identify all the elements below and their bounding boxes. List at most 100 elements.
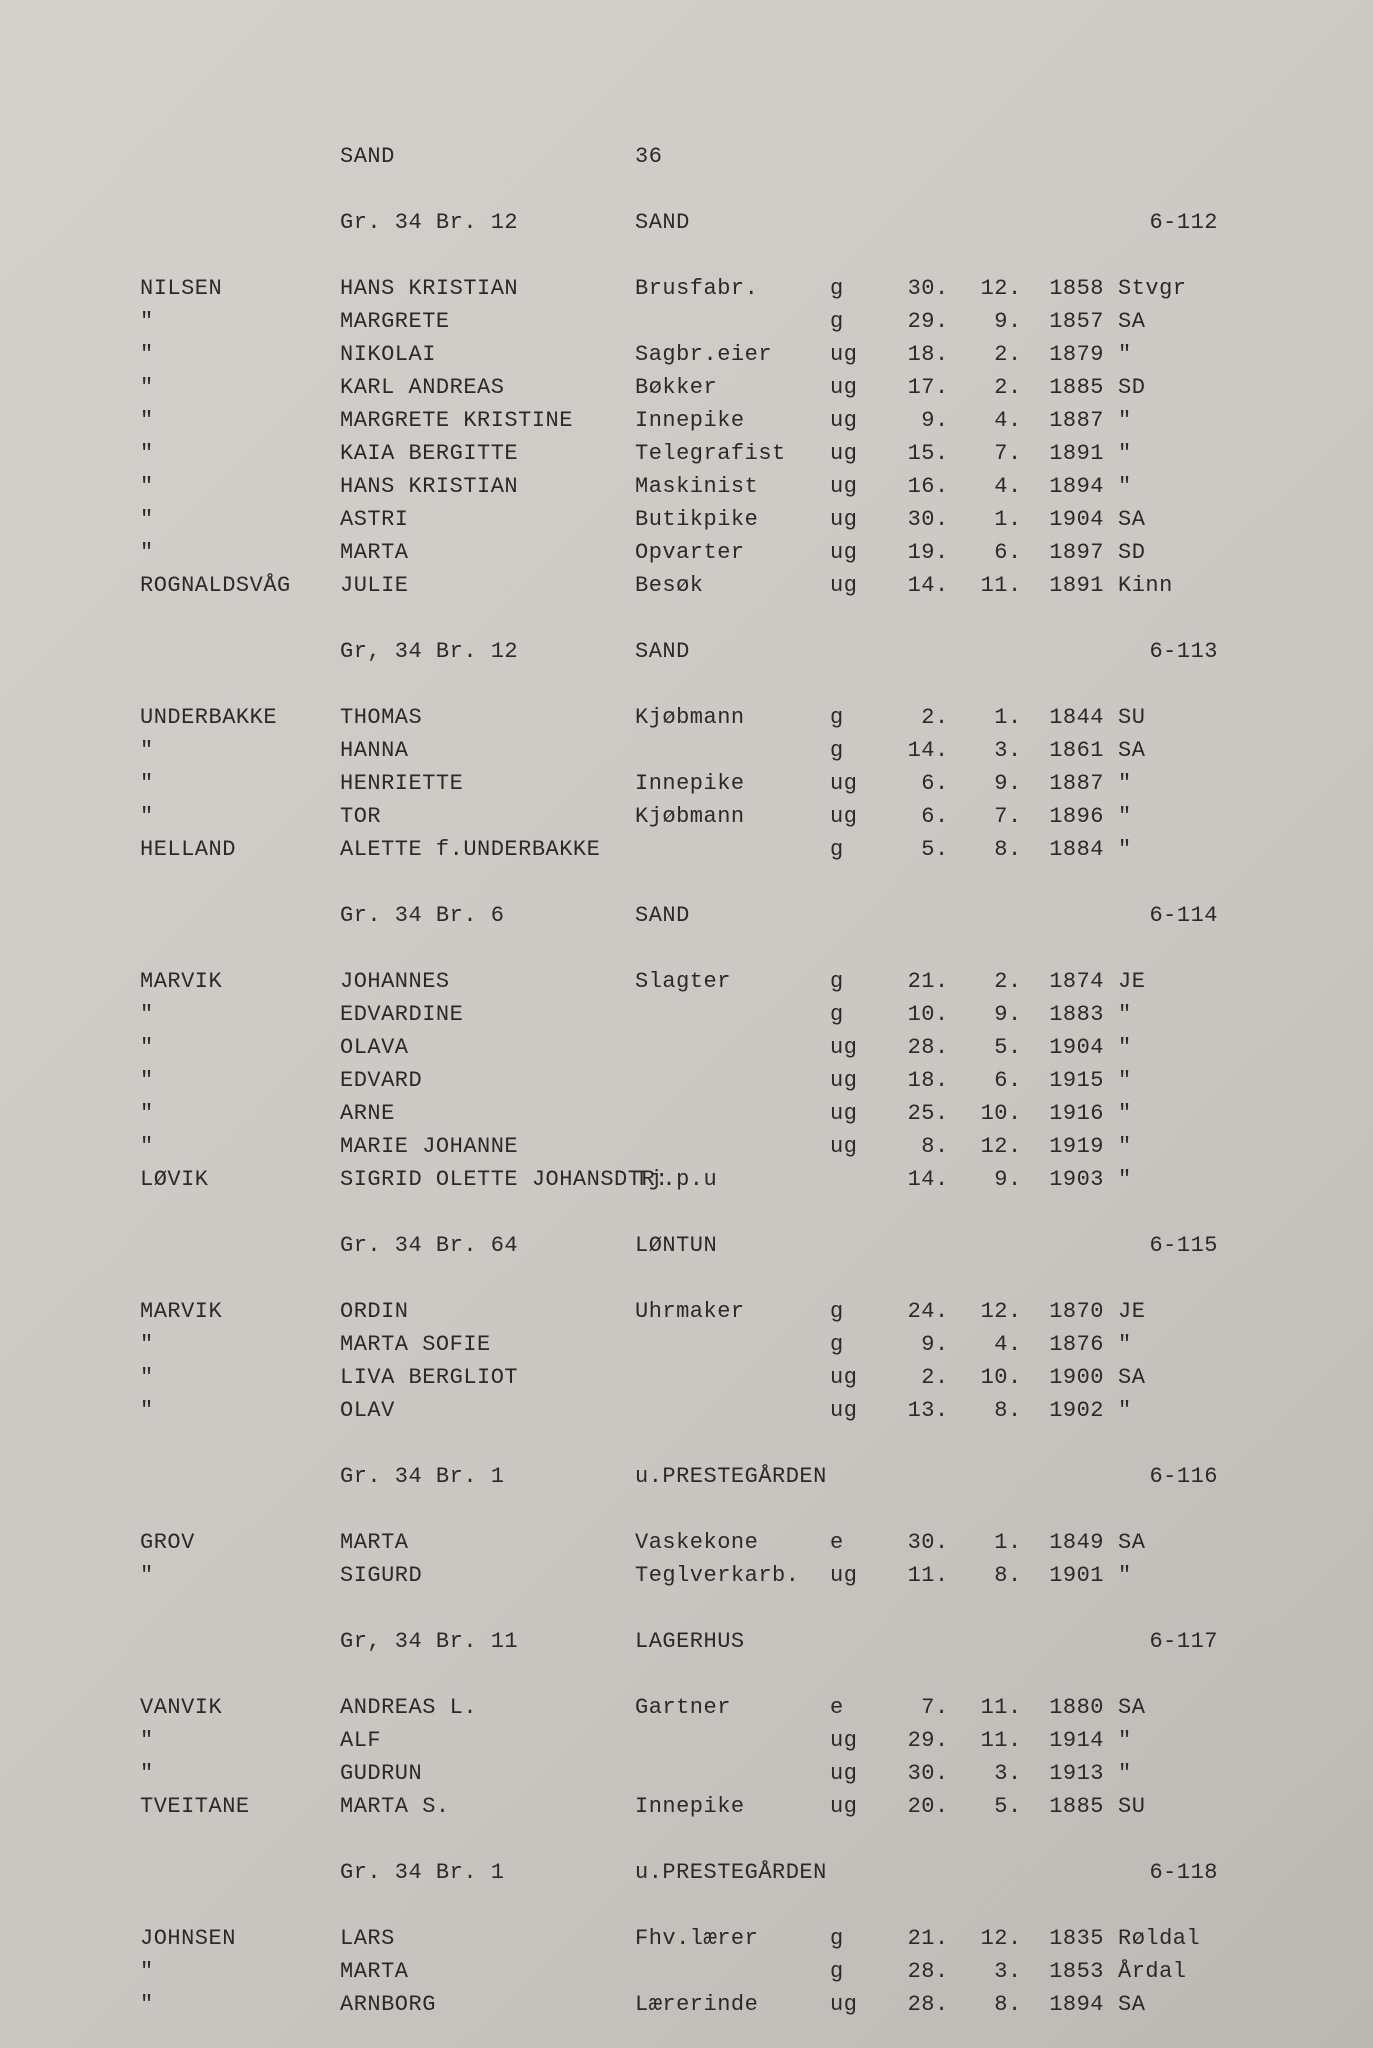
year: 1885	[1026, 1790, 1104, 1823]
dot: .	[935, 1724, 953, 1757]
place: JE	[1104, 1295, 1228, 1328]
table-row: LØVIKSIGRID OLETTE JOHANSDTR:Tj.p.u14.9.…	[140, 1163, 1283, 1196]
given-name: NIKOLAI	[340, 338, 635, 371]
day: 29	[880, 1724, 935, 1757]
given-name: LIVA BERGLIOT	[340, 1361, 635, 1394]
header-ref: 6-115	[830, 1229, 1238, 1262]
place: "	[1104, 1064, 1228, 1097]
marital-status: g	[830, 1955, 880, 1988]
occupation: Butikpike	[635, 503, 830, 536]
marital-status: ug	[830, 1097, 880, 1130]
dot: .	[1008, 503, 1026, 536]
table-row: "KARL ANDREASBøkkerug17.2.1885SD	[140, 371, 1283, 404]
dot: .	[935, 767, 953, 800]
occupation	[635, 1955, 830, 1988]
year: 1894	[1026, 1988, 1104, 2021]
day: 25	[880, 1097, 935, 1130]
year: 1887	[1026, 767, 1104, 800]
blank	[140, 899, 340, 932]
table-row: "NIKOLAISagbr.eierug18.2.1879"	[140, 338, 1283, 371]
month: 1	[953, 1526, 1008, 1559]
dot: .	[935, 371, 953, 404]
table-row: "MARTA SOFIEg9.4.1876"	[140, 1328, 1283, 1361]
day: 28	[880, 1031, 935, 1064]
occupation: Bøkker	[635, 371, 830, 404]
surname: "	[140, 998, 340, 1031]
place: SD	[1104, 371, 1228, 404]
table-row: "MARGRETE KRISTINEInnepikeug9.4.1887"	[140, 404, 1283, 437]
dot: .	[1008, 536, 1026, 569]
header-location: SAND	[635, 635, 830, 668]
surname: HELLAND	[140, 833, 340, 866]
year: 1915	[1026, 1064, 1104, 1097]
marital-status: ug	[830, 1031, 880, 1064]
surname: "	[140, 371, 340, 404]
table-row: "EDVARDug18.6.1915"	[140, 1064, 1283, 1097]
year: 1853	[1026, 1955, 1104, 1988]
dot: .	[935, 1988, 953, 2021]
occupation: Teglverkarb.	[635, 1559, 830, 1592]
surname: "	[140, 338, 340, 371]
dot: .	[935, 569, 953, 602]
dot: .	[1008, 1988, 1026, 2021]
occupation: Vaskekone	[635, 1526, 830, 1559]
surname: "	[140, 470, 340, 503]
surname: UNDERBAKKE	[140, 701, 340, 734]
day: 11	[880, 1559, 935, 1592]
blank	[140, 206, 340, 239]
marital-status	[830, 1163, 880, 1196]
surname: "	[140, 536, 340, 569]
year: 1903	[1026, 1163, 1104, 1196]
place: SA	[1104, 734, 1228, 767]
given-name: OLAV	[340, 1394, 635, 1427]
year: 1835	[1026, 1922, 1104, 1955]
day: 28	[880, 1988, 935, 2021]
table-row: "SIGURDTeglverkarb.ug11.8.1901"	[140, 1559, 1283, 1592]
year: 1891	[1026, 437, 1104, 470]
marital-status: ug	[830, 338, 880, 371]
place: Røldal	[1104, 1922, 1228, 1955]
day: 14	[880, 569, 935, 602]
dot: .	[935, 1559, 953, 1592]
place: "	[1104, 1130, 1228, 1163]
marital-status: g	[830, 1922, 880, 1955]
day: 30	[880, 272, 935, 305]
surname: "	[140, 503, 340, 536]
day: 30	[880, 503, 935, 536]
day: 30	[880, 1526, 935, 1559]
table-row: TVEITANEMARTA S.Innepikeug20.5.1885SU	[140, 1790, 1283, 1823]
dot: .	[935, 536, 953, 569]
month: 3	[953, 1955, 1008, 1988]
dot: .	[1008, 800, 1026, 833]
marital-status: ug	[830, 1757, 880, 1790]
table-row: JOHNSENLARSFhv.lærerg21.12.1835Røldal	[140, 1922, 1283, 1955]
given-name: MARGRETE	[340, 305, 635, 338]
dot: .	[1008, 404, 1026, 437]
dot: .	[1008, 701, 1026, 734]
place: SA	[1104, 1361, 1228, 1394]
month: 11	[953, 569, 1008, 602]
month: 7	[953, 800, 1008, 833]
occupation	[635, 1097, 830, 1130]
day: 28	[880, 1955, 935, 1988]
year: 1916	[1026, 1097, 1104, 1130]
blank	[140, 1856, 340, 1889]
header-ref: 6-117	[830, 1625, 1238, 1658]
header-gr-br: Gr, 34 Br. 12	[340, 635, 635, 668]
place: JE	[1104, 965, 1228, 998]
month: 8	[953, 1988, 1008, 2021]
dot: .	[935, 305, 953, 338]
dot: .	[1008, 569, 1026, 602]
place: "	[1104, 767, 1228, 800]
table-row: "KAIA BERGITTETelegrafistug15.7.1891"	[140, 437, 1283, 470]
marital-status: ug	[830, 371, 880, 404]
marital-status: ug	[830, 800, 880, 833]
surname: "	[140, 800, 340, 833]
dot: .	[935, 1361, 953, 1394]
blank	[140, 1229, 340, 1262]
dot: .	[935, 1064, 953, 1097]
year: 1914	[1026, 1724, 1104, 1757]
year: 1896	[1026, 800, 1104, 833]
dot: .	[1008, 1064, 1026, 1097]
dot: .	[1008, 470, 1026, 503]
